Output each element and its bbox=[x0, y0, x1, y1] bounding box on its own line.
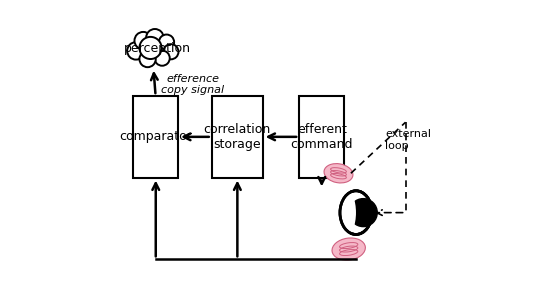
Text: efferent
command: efferent command bbox=[291, 123, 353, 151]
Bar bbox=[133, 96, 178, 178]
Bar bbox=[299, 96, 345, 178]
Circle shape bbox=[146, 29, 164, 47]
Text: external
loop: external loop bbox=[385, 129, 431, 151]
Text: perception: perception bbox=[124, 42, 191, 55]
Circle shape bbox=[127, 42, 145, 60]
Circle shape bbox=[139, 51, 156, 67]
Ellipse shape bbox=[337, 190, 356, 236]
Circle shape bbox=[134, 32, 152, 49]
Text: efference
copy signal: efference copy signal bbox=[161, 74, 224, 95]
Text: comparator: comparator bbox=[119, 130, 192, 143]
Circle shape bbox=[163, 44, 179, 59]
Circle shape bbox=[349, 199, 377, 227]
Circle shape bbox=[139, 37, 161, 59]
Ellipse shape bbox=[332, 238, 366, 260]
Bar bbox=[212, 96, 263, 178]
Ellipse shape bbox=[324, 164, 353, 183]
Circle shape bbox=[159, 34, 174, 50]
Ellipse shape bbox=[340, 191, 372, 234]
Text: correlation
storage: correlation storage bbox=[204, 123, 271, 151]
Circle shape bbox=[154, 50, 170, 66]
